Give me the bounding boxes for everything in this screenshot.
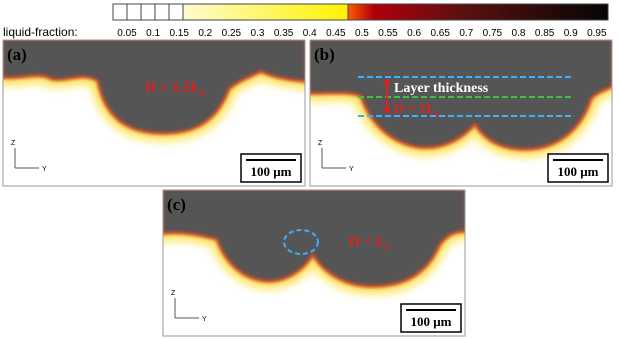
annotation-text: D > 1.5L [145, 80, 201, 96]
colorbar-tick: 0.2 [198, 28, 212, 39]
scale-bar-box [240, 153, 302, 183]
colorbar-tick: 0.9 [564, 28, 578, 39]
melt [163, 190, 465, 285]
colorbar-tick: 0.85 [535, 28, 555, 39]
annotation-subscript: r [386, 242, 391, 253]
colorbar-tick: 0.15 [169, 28, 189, 39]
panel-label: (c) [167, 195, 186, 214]
annotation-text: D = 2L [394, 102, 435, 117]
axis-label: Z [318, 140, 323, 147]
panel-label: (a) [7, 45, 27, 64]
scale-bar-label: 100 μm [251, 164, 292, 179]
panel-border [2, 39, 306, 187]
colorbar-tick: 0.1 [146, 28, 160, 39]
panel-border [309, 39, 613, 187]
colorbar-tick: 0.4 [303, 28, 317, 39]
colorbar-tick: 0.3 [251, 28, 265, 39]
simulation [310, 40, 612, 186]
colorbar-yellow [182, 3, 349, 21]
axis-label: Z [11, 140, 16, 147]
axis-label: Z [171, 290, 176, 297]
axis-label: Y [349, 166, 354, 173]
colorbar-tick: 0.05 [117, 28, 137, 39]
simulation [163, 190, 465, 336]
scale-bar-box [400, 303, 462, 333]
colorbar-red [347, 3, 609, 21]
scale-bar-label: 100 μm [558, 164, 599, 179]
annotation: D > 1.5Lr [145, 80, 206, 99]
highlight-ellipse [283, 229, 319, 255]
panel: (a) Z Y 100 μm D > 1.5Lr [2, 39, 306, 187]
axis-label: Y [202, 316, 207, 323]
colorbar-tick: 0.7 [459, 28, 473, 39]
colorbar-label: liquid-fraction: [3, 25, 78, 39]
colorbar-tick: 0.75 [483, 28, 503, 39]
scale-bar-label: 100 μm [411, 314, 452, 329]
colorbar-tick: 0.8 [512, 28, 526, 39]
annotation: D < Lr [349, 234, 391, 253]
annotation: Layer thickness [394, 81, 489, 96]
panel: (c) Z Y 100 μm D < Lr [162, 189, 466, 337]
panel: (b) Z Y 100 μm Layer thickness D = 2Lr [309, 39, 613, 187]
colorbar-tick: 0.45 [326, 28, 346, 39]
annotation-subscript: r [201, 88, 206, 99]
annotation-text: Layer thickness [394, 81, 489, 96]
colorbar-tick: 0.95 [587, 28, 607, 39]
colorbar-tick: 0.65 [430, 28, 450, 39]
simulation [3, 40, 305, 186]
colorbar-tick: 0.55 [378, 28, 398, 39]
annotation: D = 2Lr [394, 102, 440, 120]
annotation-text: D < L [349, 234, 386, 250]
colorbar-tick: 0.5 [355, 28, 369, 39]
scale-bar-box [547, 153, 609, 183]
panel-label: (b) [314, 45, 335, 64]
colorbar-tick: 0.35 [274, 28, 294, 39]
axis-label: Y [42, 166, 47, 173]
panel-border [162, 189, 466, 337]
annotation-subscript: r [435, 109, 440, 120]
colorbar-tick: 0.6 [407, 28, 421, 39]
colorbar-white [112, 3, 184, 21]
melt [310, 40, 612, 148]
melt [3, 40, 305, 132]
colorbar: liquid-fraction: 0.05 0.1 0.15 0.2 0.25 0.3 0.… [3, 3, 609, 39]
colorbar-tick: 0.25 [222, 28, 242, 39]
